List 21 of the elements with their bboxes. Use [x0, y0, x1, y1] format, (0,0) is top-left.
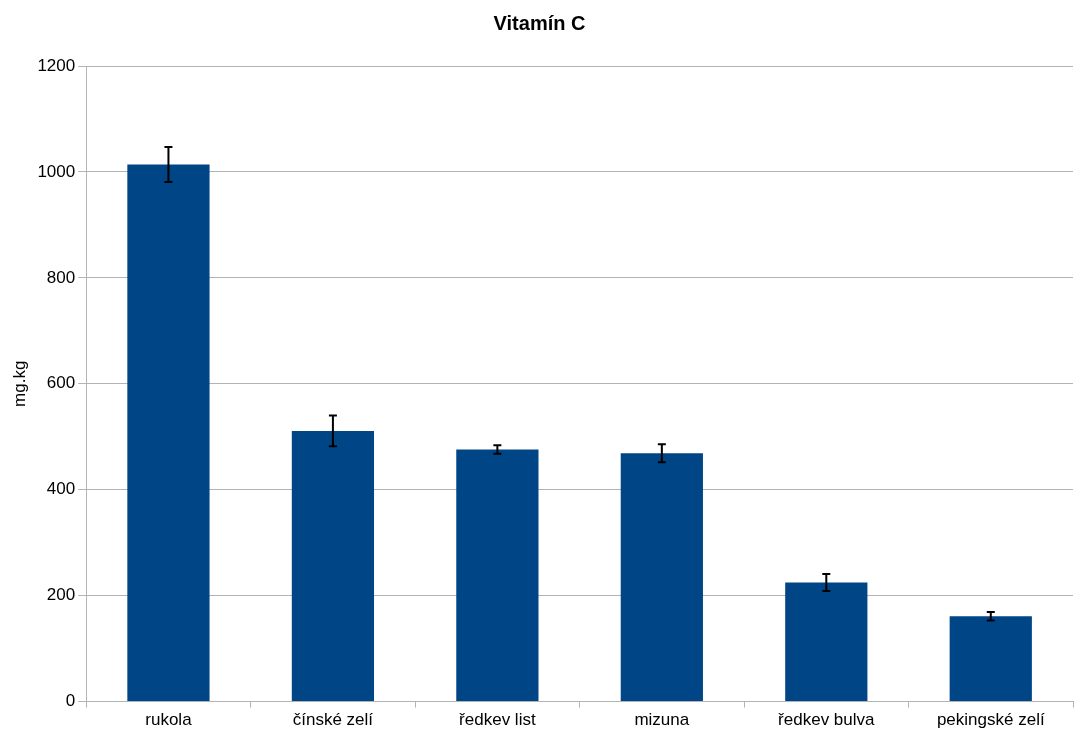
bar [785, 582, 868, 702]
x-tick-label: pekingské zelí [936, 710, 1045, 730]
bar [456, 449, 539, 702]
bar [127, 164, 210, 702]
y-axis-title: mg.kg [9, 360, 29, 407]
y-tick-label: 1200 [37, 55, 76, 75]
x-tick-label: ředkev list [459, 710, 536, 730]
y-tick-label: 600 [46, 373, 76, 393]
y-tick-label: 400 [46, 479, 76, 499]
y-tick-label: 0 [65, 691, 76, 711]
chart-title: Vitamín C [493, 11, 586, 34]
bar [620, 453, 703, 702]
bar [949, 616, 1032, 702]
x-tick-label: rukola [145, 710, 193, 730]
y-tick-label: 800 [46, 267, 76, 287]
bar [291, 430, 375, 702]
x-tick-label: ředkev bulva [778, 710, 876, 730]
y-tick-label: 1000 [37, 161, 76, 181]
x-tick-label: čínské zelí [292, 710, 374, 730]
x-tick-label: mizuna [634, 710, 690, 730]
y-tick-label: 200 [46, 585, 76, 605]
